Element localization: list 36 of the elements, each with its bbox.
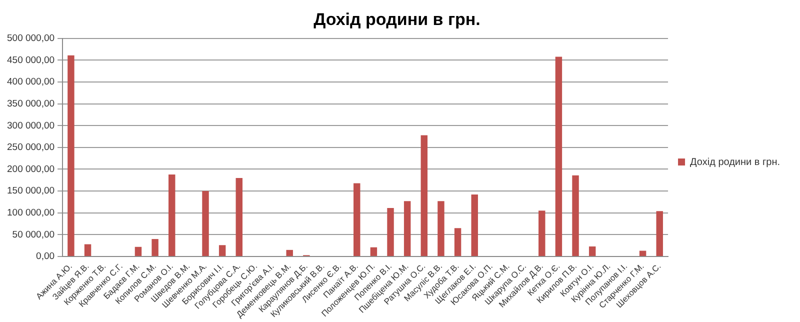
bar <box>68 55 74 256</box>
y-tick-label: 350 000,00 <box>7 98 55 110</box>
legend-label: Дохід родини в грн. <box>690 156 780 168</box>
bar <box>438 201 444 256</box>
bar <box>168 174 176 256</box>
bar <box>656 211 663 256</box>
y-tick-label: 450 000,00 <box>7 54 55 66</box>
y-tick-label: 150 000,00 <box>7 186 55 197</box>
bar <box>538 210 546 256</box>
bar <box>134 246 142 256</box>
bar <box>555 56 562 256</box>
y-tick-label: 500 000,00 <box>7 33 55 44</box>
bar <box>404 201 411 256</box>
bar <box>471 194 478 256</box>
bar <box>202 191 209 256</box>
y-tick-label: 100 000,00 <box>7 207 55 218</box>
chart-title: Дохід родини в грн. <box>314 10 480 29</box>
y-tick-label: 50 000,00 <box>12 229 55 240</box>
y-tick-label: 250 000,00 <box>7 142 55 154</box>
bar <box>236 178 243 256</box>
bar <box>152 239 158 256</box>
bar <box>218 245 226 256</box>
y-tick-label: 0,00 <box>36 251 55 262</box>
bar <box>639 250 646 256</box>
bar <box>354 183 360 256</box>
bar <box>84 244 92 256</box>
bar <box>420 135 428 256</box>
bar <box>387 208 394 256</box>
bar <box>286 250 293 256</box>
y-tick-label: 200 000,00 <box>7 164 55 175</box>
y-tick-label: 400 000,00 <box>7 76 55 88</box>
bar <box>454 228 462 256</box>
y-tick-label: 300 000,00 <box>7 120 55 132</box>
bar <box>370 247 378 256</box>
bar <box>588 246 596 256</box>
bar <box>572 175 579 256</box>
